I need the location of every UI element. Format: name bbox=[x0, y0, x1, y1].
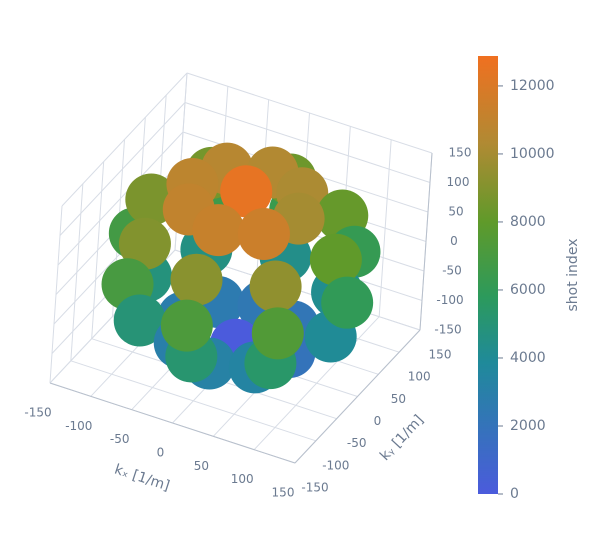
z-tick-label: 0 bbox=[450, 234, 458, 248]
shot-point bbox=[249, 260, 302, 313]
y-tick-label: -150 bbox=[301, 481, 328, 495]
grid-line bbox=[59, 102, 186, 236]
y-tick-label: -100 bbox=[322, 458, 349, 472]
x-tick-label: 100 bbox=[231, 472, 254, 486]
colorbar-tick-label: 8000 bbox=[510, 214, 546, 230]
colorbar-tick-label: 6000 bbox=[510, 282, 546, 298]
y-tick-label: 150 bbox=[429, 348, 452, 362]
x-tick-label: 150 bbox=[272, 486, 295, 500]
x-tick-label: -50 bbox=[110, 432, 130, 446]
grid-line bbox=[61, 72, 188, 207]
shot-point bbox=[251, 307, 304, 360]
y-tick-label: 0 bbox=[374, 414, 382, 428]
shot-point bbox=[192, 204, 245, 257]
shot-point bbox=[118, 217, 171, 270]
colorbar-tick-label: 2000 bbox=[510, 418, 546, 434]
axis-line bbox=[419, 152, 433, 331]
shot-point bbox=[170, 253, 223, 306]
shot-point bbox=[160, 299, 213, 352]
y-axis-title: kᵧ [1/m] bbox=[377, 412, 427, 464]
z-tick-label: 100 bbox=[447, 175, 470, 189]
grid-line bbox=[70, 360, 316, 442]
shot-point bbox=[220, 165, 273, 218]
x-tick-label: 50 bbox=[194, 459, 209, 473]
colorbar-tick-label: 0 bbox=[510, 486, 519, 502]
z-tick-label: -50 bbox=[442, 264, 462, 278]
z-tick-label: 50 bbox=[448, 205, 463, 219]
z-tick-label: 150 bbox=[449, 146, 472, 160]
y-tick-label: 100 bbox=[408, 370, 431, 384]
y-tick-label: -50 bbox=[347, 436, 367, 450]
x-tick-label: 0 bbox=[157, 446, 165, 460]
grid-line bbox=[186, 72, 433, 154]
axis-line bbox=[49, 382, 296, 464]
shot-point bbox=[309, 233, 362, 286]
grid-line bbox=[184, 102, 431, 183]
z-tick-label: -150 bbox=[434, 323, 461, 337]
colorbar-tick-label: 12000 bbox=[510, 78, 555, 94]
colorbar-title: shot index bbox=[565, 239, 581, 312]
x-tick-label: -100 bbox=[65, 419, 92, 433]
x-tick-label: -150 bbox=[24, 406, 51, 420]
axis-line bbox=[294, 329, 421, 464]
shot-point bbox=[321, 276, 374, 329]
y-tick-label: 50 bbox=[391, 392, 406, 406]
points-layer bbox=[101, 142, 381, 394]
shot-point bbox=[113, 294, 166, 347]
colorbar-tick-label: 10000 bbox=[510, 146, 555, 162]
colorbar bbox=[478, 56, 498, 494]
grid-line bbox=[57, 131, 184, 266]
colorbar-tick-label: 4000 bbox=[510, 350, 546, 366]
x-axis-title: kₓ [1/m] bbox=[112, 462, 171, 495]
z-tick-label: -100 bbox=[436, 293, 463, 307]
shot-point bbox=[237, 207, 290, 260]
